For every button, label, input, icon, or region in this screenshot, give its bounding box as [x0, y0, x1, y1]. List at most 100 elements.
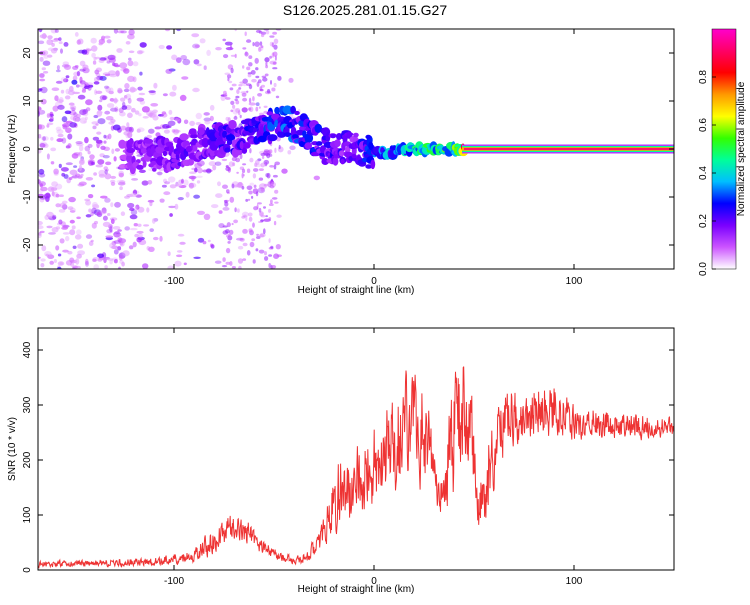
spectrogram-noise-blob	[257, 202, 262, 205]
spectrogram-noise-blob	[104, 110, 111, 115]
spectrogram-noise-blob	[264, 57, 270, 63]
spectrogram-noise-blob	[124, 195, 130, 199]
spectrogram-noise-blob	[244, 51, 249, 57]
spectrogram-noise-blob	[221, 158, 228, 162]
spectrogram-noise-blob	[256, 81, 260, 87]
spectrogram-noise-blob	[138, 113, 142, 117]
spectrogram-noise-blob	[161, 111, 167, 115]
spectrogram-signal-blob	[338, 150, 345, 157]
spectrogram-noise-blob	[238, 84, 243, 87]
spectrogram-noise-blob	[242, 78, 248, 84]
spectrogram-noise-blob	[137, 127, 145, 132]
spectrogram-noise-blob	[238, 87, 242, 90]
spectrogram-noise-blob	[287, 150, 292, 155]
spectrogram-noise-blob	[157, 170, 162, 177]
spectrogram-noise-blob	[241, 186, 245, 190]
spectrogram-noise-blob	[95, 67, 102, 73]
spectrogram-noise-blob	[43, 71, 49, 74]
snr-y-ticks: 0 100 200 300 400	[22, 341, 674, 573]
spectrogram-noise-blob	[71, 153, 79, 159]
spectrogram-noise-blob	[254, 57, 259, 64]
spectrogram-noise-blob	[38, 124, 45, 130]
spectrogram-noise-blob	[154, 126, 162, 130]
spectrogram-noise-blob	[188, 182, 194, 189]
spectrogram-noise-blob	[242, 65, 245, 69]
spectrogram-noise-blob	[111, 245, 119, 250]
spectrogram-noise-blob	[79, 145, 84, 152]
spectrogram-noise-blob	[105, 235, 114, 238]
spectrogram-noise-blob	[206, 49, 211, 57]
spectrogram-noise-blob	[197, 167, 203, 174]
spectrogram-noise-blob	[119, 240, 125, 247]
spectrogram-noise-blob	[114, 201, 121, 208]
spectrogram-noise-blob	[108, 70, 116, 76]
snr-x-ticks: -100 0 100	[164, 328, 583, 587]
spectrogram-noise-blob	[203, 65, 207, 70]
spectrogram-signal-blob	[143, 138, 154, 144]
spectrogram-noise-blob	[261, 156, 265, 159]
spectrogram-noise-blob	[109, 73, 118, 78]
spectrogram-signal-blob	[266, 111, 273, 116]
spectrogram-signal-blob	[304, 133, 314, 143]
spectrogram-noise-blob	[106, 229, 113, 234]
spectrogram-noise-blob	[107, 213, 111, 216]
spectrogram-noise-blob	[266, 172, 271, 179]
spectrogram-noise-blob	[149, 201, 153, 207]
spectrogram-noise-blob	[126, 122, 130, 128]
spectrogram-signal-blob	[201, 137, 209, 148]
spectrogram-noise-blob	[134, 110, 140, 115]
spectrogram-noise-blob	[45, 192, 51, 198]
spectrogram-noise-blob	[111, 240, 117, 246]
spectrogram-noise-blob	[65, 235, 70, 242]
spectrogram-noise-blob	[124, 83, 130, 89]
spectrogram-noise-blob	[275, 95, 280, 99]
spectrogram-noise-blob	[268, 208, 271, 213]
spectrogram-noise-blob	[56, 138, 63, 143]
spectrogram-noise-blob	[169, 91, 177, 97]
spectrogram-noise-blob	[77, 250, 85, 256]
spectrogram-noise-blob	[46, 153, 50, 160]
spectrogram-noise-blob	[50, 147, 57, 152]
spectrogram-noise-blob	[254, 41, 260, 47]
spectrogram-noise-blob	[64, 95, 71, 100]
spectrogram-noise-blob	[173, 128, 179, 135]
spectrogram-noise-blob	[223, 90, 227, 96]
spectrogram-signal-blob	[314, 123, 323, 133]
spectrogram-noise-blob	[272, 61, 277, 65]
spectrogram-noise-blob	[96, 212, 102, 216]
spectrogram-noise-blob	[273, 164, 277, 170]
spectrogram-noise-blob	[133, 223, 138, 227]
spectrogram-noise-blob	[38, 149, 42, 154]
spectrogram-noise-blob	[183, 262, 187, 266]
spectrogram-noise-blob	[255, 102, 260, 107]
spectrogram-noise-blob	[258, 249, 265, 254]
spectrogram-noise-blob	[137, 86, 143, 91]
spectrogram-noise-blob	[249, 157, 254, 163]
spectrogram-noise-blob	[214, 161, 222, 166]
spectrogram-noise-blob	[119, 186, 123, 191]
spectrogram-noise-blob	[260, 45, 264, 49]
spectrogram-noise-blob	[68, 196, 76, 203]
spectrogram-noise-blob	[230, 100, 235, 105]
spectrogram-noise-blob	[39, 230, 45, 234]
spectrogram-signal-blob	[155, 146, 166, 154]
spectrogram-noise-blob	[116, 48, 123, 53]
spectrogram-noise-blob	[255, 67, 259, 71]
snr-panel: -100 0 100 0 100 200 300 400 Height of straigh…	[7, 327, 675, 595]
spectrogram-noise-blob	[272, 51, 278, 57]
spectrogram-noise-blob	[265, 152, 269, 157]
spectrogram-noise-blob	[237, 208, 240, 213]
spectrogram-noise-blob	[76, 253, 82, 259]
spectrogram-noise-blob	[260, 152, 266, 157]
spectrogram-noise-blob	[260, 33, 265, 38]
snr-y-tick-label: 0	[22, 567, 33, 573]
spectrogram-noise-blob	[313, 175, 320, 181]
spectrogram-noise-blob	[256, 204, 259, 210]
spectrogram-noise-blob	[222, 257, 226, 262]
spectrogram-noise-blob	[128, 29, 135, 36]
spectrogram-noise-blob	[253, 168, 259, 172]
spectrogram-noise-blob	[87, 86, 92, 91]
spectrogram-noise-blob	[77, 243, 84, 249]
spectrogram-noise-blob	[263, 105, 268, 109]
spectrogram-noise-blob	[258, 30, 263, 34]
